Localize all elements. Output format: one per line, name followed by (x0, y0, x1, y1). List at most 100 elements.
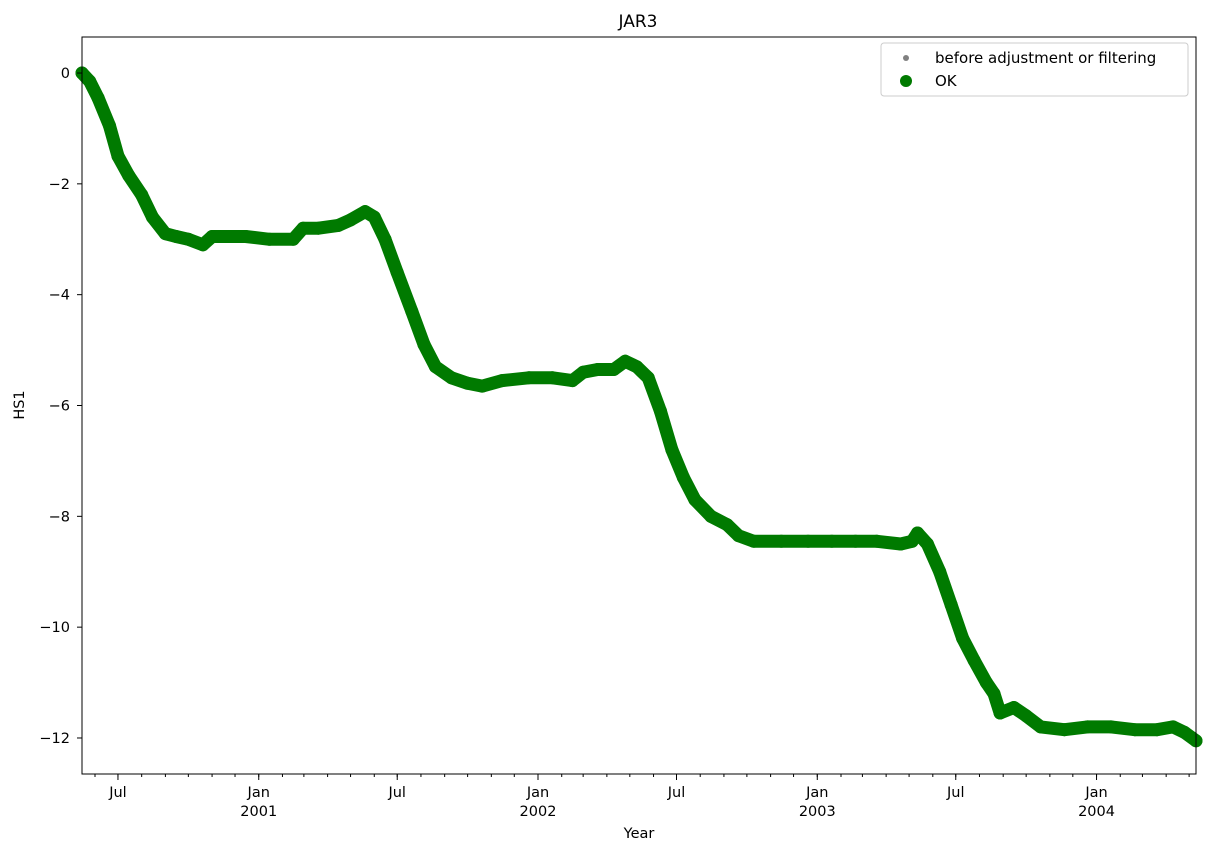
data-point (145, 210, 159, 224)
legend-label-before: before adjustment or filtering (935, 49, 1156, 67)
x-tick-label: Jan (805, 785, 828, 801)
data-point (495, 374, 509, 388)
chart-title: JAR3 (618, 12, 658, 32)
x-tick-label: Jan (247, 785, 270, 801)
y-tick-label: −2 (49, 177, 70, 193)
data-point (849, 534, 862, 548)
data-point (216, 230, 230, 243)
data-point (944, 598, 958, 612)
y-tick-label: −8 (49, 509, 70, 525)
data-point (1104, 720, 1118, 734)
legend-label-ok: OK (935, 72, 958, 90)
data-point (933, 565, 947, 579)
data-point (296, 221, 310, 235)
data-point (546, 371, 559, 385)
data-point (91, 91, 105, 105)
data-point (591, 363, 605, 376)
x-tick-label: Jul (946, 785, 965, 801)
data-point (987, 687, 1001, 701)
data-point (169, 230, 183, 243)
data-point (475, 379, 489, 393)
data-point (607, 363, 621, 376)
data-point (870, 534, 884, 548)
legend: before adjustment or filtering OK (880, 42, 1189, 97)
data-point (732, 529, 745, 543)
data-point (993, 706, 1007, 720)
data-point (239, 230, 253, 243)
y-tick-label: −6 (49, 399, 70, 415)
data-point (1128, 723, 1142, 737)
data-point (1007, 701, 1021, 714)
y-tick-label: −12 (39, 731, 70, 747)
data-point (405, 304, 419, 318)
x-tick-label: Jul (108, 785, 127, 801)
data-point (263, 232, 276, 246)
data-point (1080, 720, 1094, 734)
data-point (665, 443, 679, 457)
data-point (688, 493, 702, 507)
data-point (630, 360, 644, 374)
data-point (653, 404, 667, 418)
data-point (576, 365, 590, 379)
x-tick-year-label: 2003 (799, 804, 836, 820)
data-point (565, 374, 579, 388)
legend-marker-before (903, 55, 909, 61)
x-tick-year-label: 2001 (240, 804, 277, 820)
data-point (83, 74, 97, 88)
x-tick-label: Jan (1084, 785, 1107, 801)
data-point (205, 230, 219, 243)
x-tick-year-label: 2002 (520, 804, 557, 820)
x-tick-label: Jul (667, 785, 686, 801)
data-point (967, 653, 981, 667)
legend-marker-ok (900, 75, 912, 87)
x-axis-title: Year (623, 826, 655, 842)
data-point (676, 471, 690, 484)
y-tick-label: −4 (49, 288, 70, 304)
data-point (979, 676, 993, 690)
data-point (911, 526, 924, 540)
data-point (618, 354, 632, 368)
y-axis: 0 −2 −4 −6 −8 −10 −12 (39, 66, 82, 747)
x-tick-label: Jul (387, 785, 406, 801)
data-point (801, 534, 815, 548)
y-tick-label: 0 (61, 66, 70, 82)
data-point (720, 518, 734, 532)
data-point (367, 210, 381, 224)
data-point (747, 534, 761, 548)
data-point (181, 232, 195, 246)
data-point (378, 232, 392, 246)
data-point (390, 266, 404, 279)
data-point (1034, 720, 1048, 734)
data-point (1057, 723, 1071, 737)
data-point (445, 371, 458, 385)
data-point (1166, 720, 1180, 734)
x-axis: Jul Jan 2001 Jul Jan 2002 Jul Jan 2003 Jul Jan 2004 (94, 774, 1190, 820)
legend-box (880, 42, 1189, 97)
data-point (286, 232, 300, 246)
data-point (122, 169, 136, 182)
data-point (331, 218, 345, 232)
data-point (196, 238, 210, 252)
x-tick-label: Jan (526, 785, 549, 801)
data-point (704, 509, 718, 523)
data-point (522, 371, 536, 385)
data-point (1019, 709, 1033, 723)
data-point (111, 149, 125, 163)
data-point (344, 213, 358, 227)
data-point (825, 534, 839, 548)
y-tick-label: −10 (39, 620, 70, 636)
plot-area (75, 66, 1203, 748)
data-point (158, 227, 172, 241)
data-point (135, 188, 149, 202)
data-point (1150, 723, 1164, 737)
data-point (641, 371, 655, 385)
data-point (461, 376, 475, 390)
data-point (894, 537, 908, 551)
plot-frame (81, 36, 1197, 775)
data-point (311, 221, 325, 235)
data-point (103, 119, 116, 133)
data-point (1178, 725, 1191, 739)
x-tick-year-label: 2004 (1078, 804, 1115, 820)
data-point (774, 534, 788, 548)
